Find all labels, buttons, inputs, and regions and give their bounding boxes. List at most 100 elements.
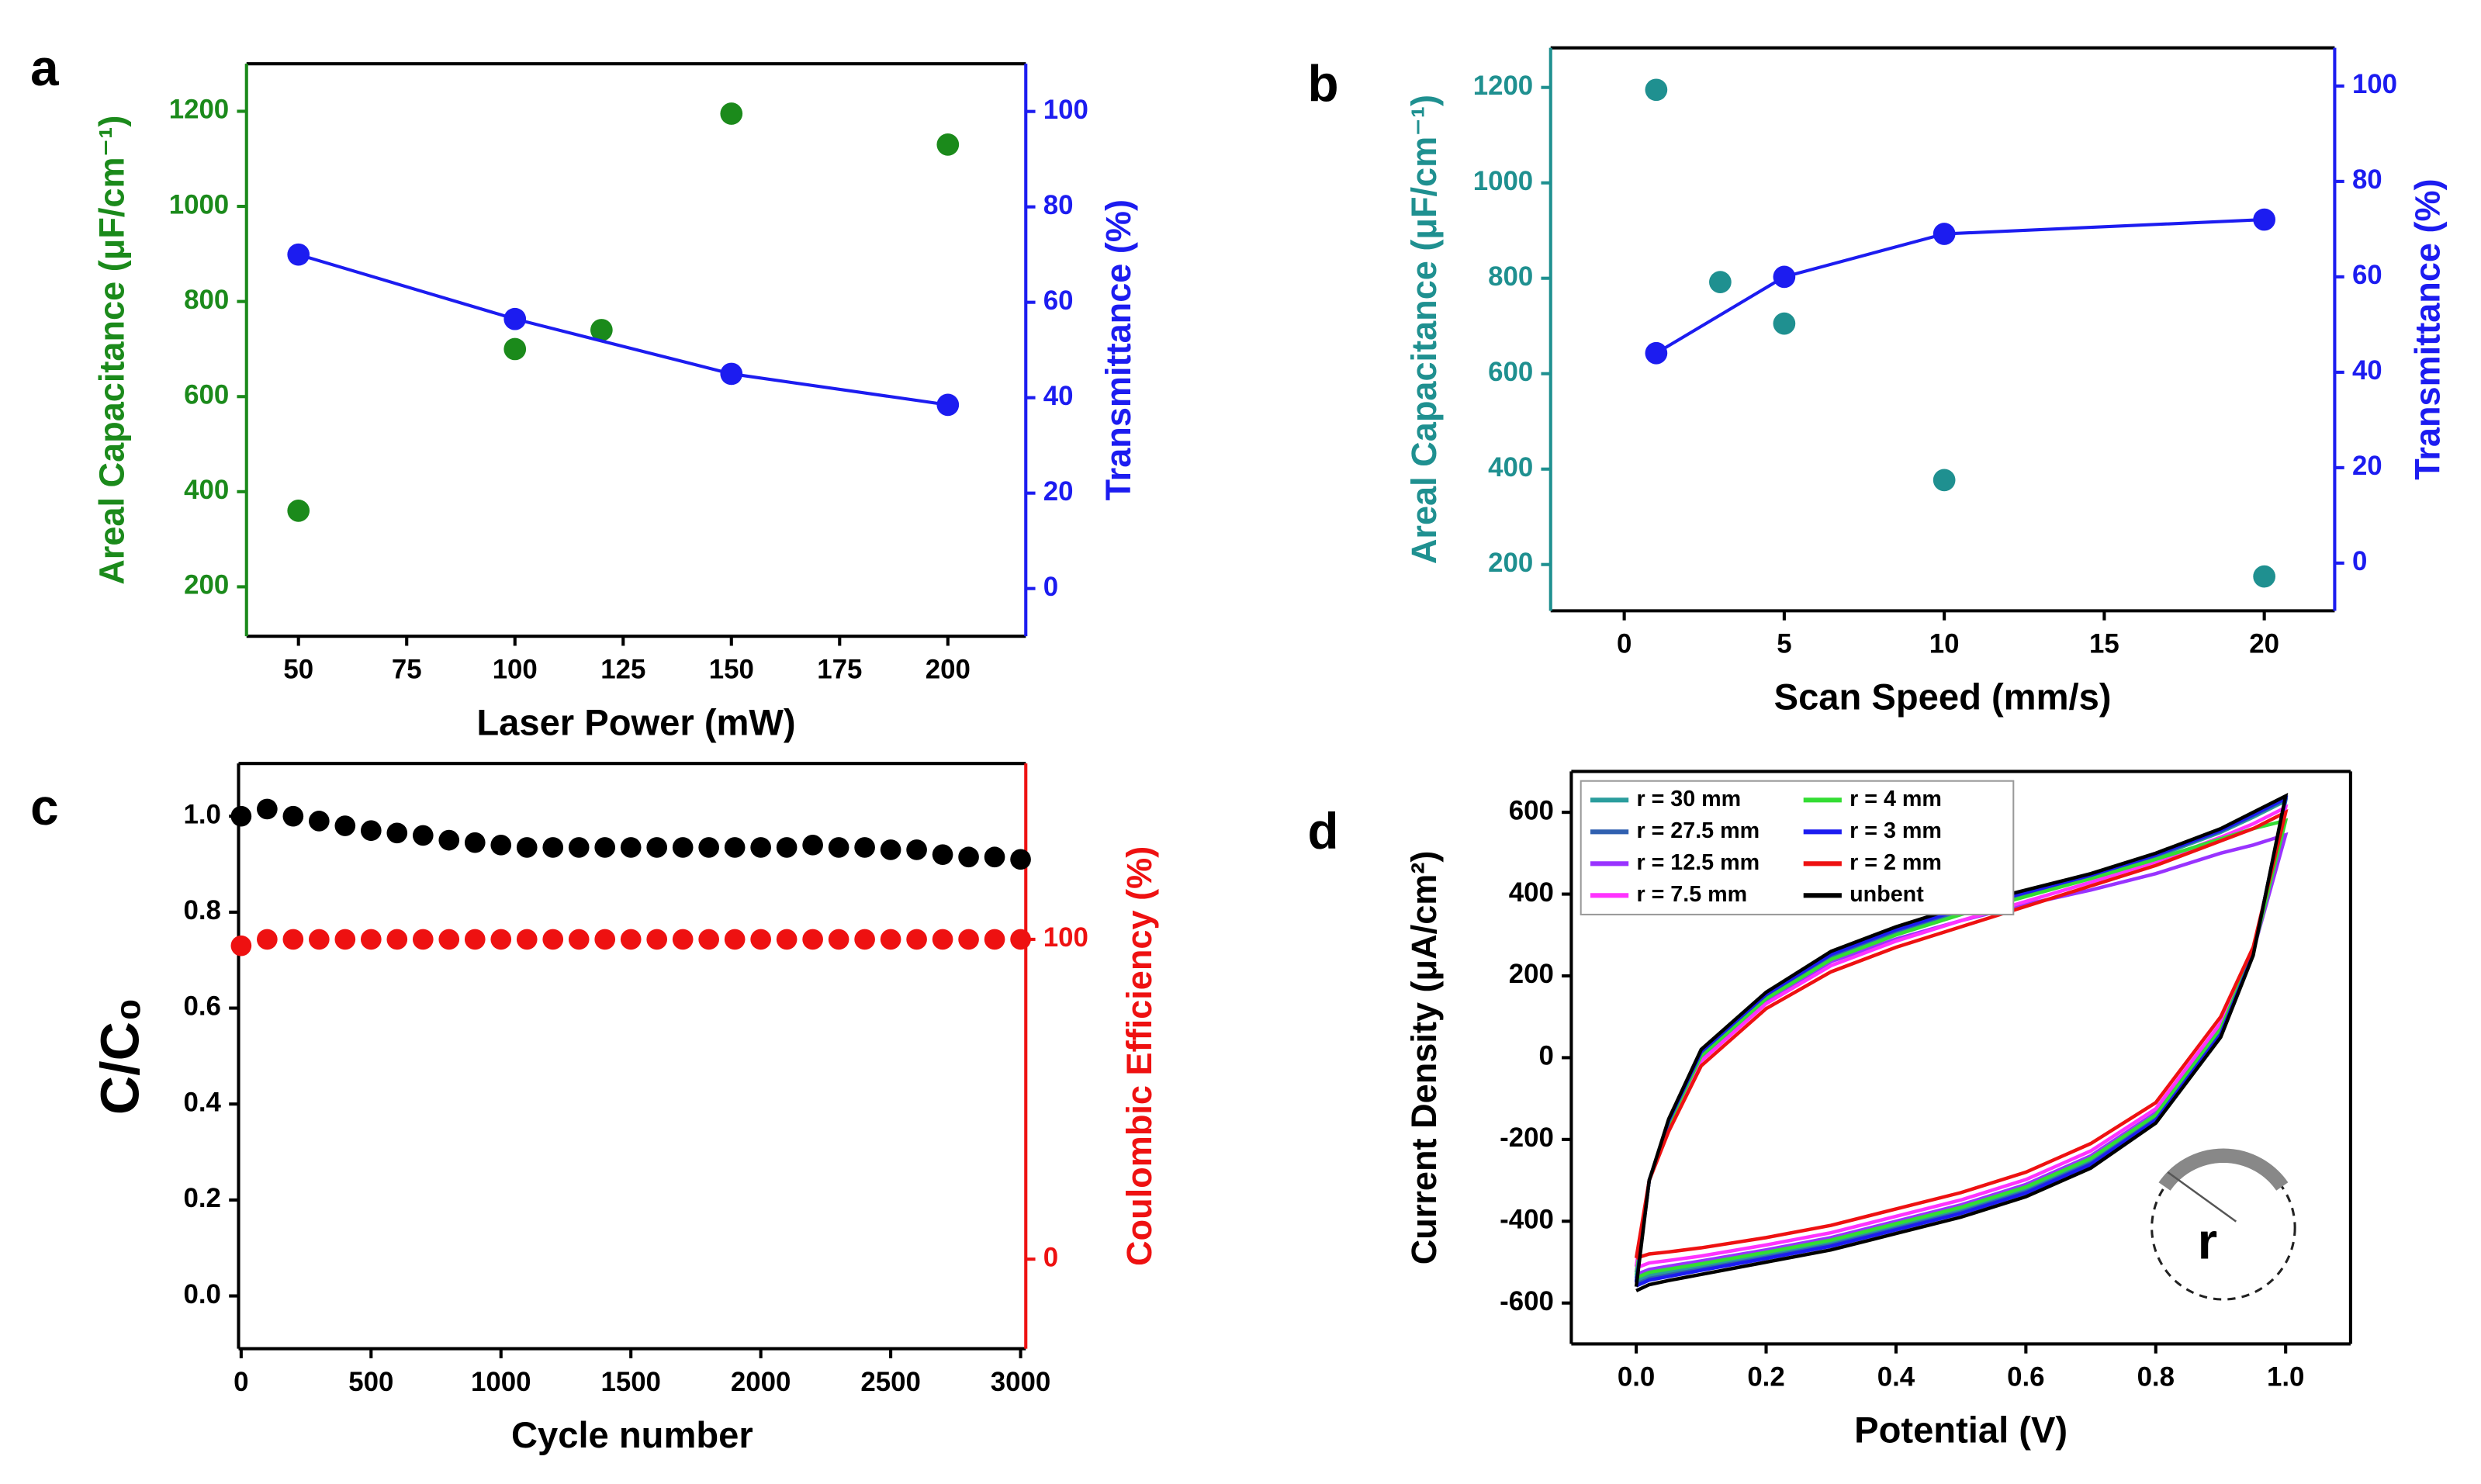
data-point — [724, 837, 746, 858]
data-point — [620, 929, 642, 950]
data-point — [590, 319, 613, 341]
y2-tick-label: 80 — [2352, 164, 2382, 195]
data-point — [958, 846, 979, 868]
y-tick-label: -200 — [1500, 1123, 1554, 1153]
data-point — [1709, 271, 1732, 293]
data-point — [1010, 929, 1031, 950]
panel-label: b — [1308, 55, 1339, 112]
x-tick-label: 50 — [283, 654, 313, 684]
data-point — [880, 929, 901, 950]
y-tick-label: 0.6 — [184, 991, 221, 1022]
x-tick-label: 0.8 — [2137, 1362, 2175, 1392]
data-point — [516, 837, 538, 858]
legend-label: unbent — [1850, 882, 1924, 907]
x-tick-label: 15 — [2089, 629, 2119, 659]
y2-axis-label: Transmittance (%) — [1099, 199, 1138, 500]
y2-tick-label: 20 — [2352, 451, 2382, 481]
data-point — [854, 929, 875, 950]
data-point — [1645, 78, 1668, 102]
data-point — [906, 929, 927, 950]
legend-label: r = 7.5 mm — [1636, 882, 1747, 907]
y-tick-label: 800 — [184, 285, 229, 315]
data-point — [308, 811, 330, 832]
x-tick-label: 150 — [709, 654, 754, 684]
data-point — [724, 929, 746, 950]
data-point — [802, 834, 823, 856]
data-point — [802, 929, 823, 950]
panel-label: d — [1308, 803, 1339, 860]
data-point — [542, 929, 564, 950]
y-axis-label: C/C₀ — [89, 998, 150, 1115]
x-tick-label: 3000 — [991, 1367, 1050, 1397]
data-point — [932, 844, 953, 865]
x-tick-label: 0 — [234, 1367, 248, 1397]
data-point — [1010, 849, 1031, 870]
series-line — [1634, 804, 2289, 1270]
data-point — [257, 798, 278, 820]
legend-label: r = 12.5 mm — [1636, 850, 1760, 875]
y2-tick-label: 100 — [2352, 69, 2397, 99]
data-point — [750, 837, 771, 858]
y2-tick-label: 0 — [1043, 572, 1058, 602]
y-tick-label: 600 — [1509, 795, 1554, 825]
data-point — [984, 929, 1005, 950]
y2-tick-label: 0 — [1043, 1242, 1058, 1272]
x-tick-label: 0.2 — [1747, 1362, 1784, 1392]
data-point — [776, 929, 798, 950]
x-tick-label: 2500 — [860, 1367, 920, 1397]
data-point — [542, 837, 564, 858]
legend-label: r = 4 mm — [1850, 787, 1942, 811]
data-point — [594, 929, 616, 950]
x-tick-label: 100 — [493, 654, 538, 684]
y-tick-label: 0.2 — [184, 1183, 221, 1213]
y-tick-label: 0.4 — [184, 1087, 222, 1117]
data-point — [672, 929, 694, 950]
data-point — [257, 929, 278, 950]
data-point — [412, 825, 434, 846]
x-axis-label: Potential (V) — [1854, 1410, 2068, 1451]
y2-axis-label: Coulombic Efficiency (%) — [1119, 846, 1159, 1266]
panel-label: a — [30, 40, 59, 96]
x-axis-label: Cycle number — [511, 1414, 753, 1455]
y-tick-label: 400 — [1488, 452, 1533, 483]
y-axis-label: Areal Capacitance (μF/cm⁻¹) — [1404, 95, 1444, 564]
data-point — [646, 837, 668, 858]
data-point — [360, 820, 382, 842]
legend-label: r = 3 mm — [1850, 818, 1942, 843]
data-point — [2253, 565, 2275, 588]
data-point — [287, 243, 310, 266]
data-point — [698, 929, 719, 950]
y-tick-label: 400 — [1509, 877, 1554, 908]
x-tick-label: 0.0 — [1618, 1362, 1655, 1392]
data-point — [828, 929, 849, 950]
x-axis-label: Scan Speed (mm/s) — [1774, 676, 2112, 718]
x-tick-label: 1000 — [471, 1367, 531, 1397]
y-tick-label: 800 — [1488, 261, 1533, 292]
x-tick-label: 5 — [1777, 629, 1791, 659]
y-tick-label: 0.0 — [184, 1279, 221, 1309]
data-point — [720, 362, 743, 386]
data-point — [958, 929, 979, 950]
x-tick-label: 2000 — [731, 1367, 791, 1397]
x-tick-label: 500 — [348, 1367, 393, 1397]
y-tick-label: 200 — [1509, 959, 1554, 989]
y-tick-label: 1200 — [169, 95, 229, 125]
data-point — [490, 834, 512, 856]
x-axis-label: Laser Power (mW) — [476, 701, 795, 742]
x-tick-label: 0.6 — [2007, 1362, 2044, 1392]
x-tick-label: 175 — [817, 654, 862, 684]
y-tick-label: -600 — [1500, 1286, 1554, 1316]
data-point — [854, 837, 875, 858]
y-axis-label: Areal Capacitance (μF/cm⁻¹) — [92, 116, 132, 585]
series-line — [1634, 818, 2289, 1280]
data-point — [594, 837, 616, 858]
legend-label: r = 2 mm — [1850, 850, 1942, 875]
panel-label: c — [30, 779, 58, 835]
y-tick-label: 200 — [184, 570, 229, 600]
y-tick-label: 1200 — [1473, 71, 1533, 101]
data-point — [672, 837, 694, 858]
data-point — [984, 846, 1005, 868]
data-point — [1773, 265, 1796, 289]
x-tick-label: 10 — [1929, 629, 1960, 659]
